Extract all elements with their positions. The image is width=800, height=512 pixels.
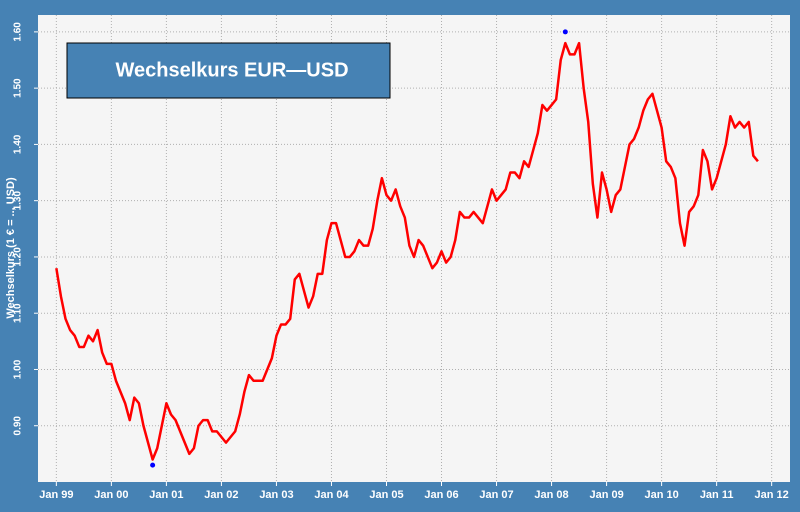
x-tick-label: Jan 03	[259, 489, 293, 501]
extreme-point	[562, 29, 568, 35]
exchange-rate-line	[55, 41, 759, 461]
y-tick-label: 1.30	[13, 191, 24, 211]
y-tick-label: 1.10	[13, 303, 24, 323]
extreme-point	[150, 462, 156, 468]
y-tick-label: 0.90	[13, 416, 24, 436]
x-tick-label: Jan 05	[369, 489, 403, 501]
layer: 0.90 1.00 1.10 1.20 1.30 1.40 1.50 1.60 Jan 99 Ja…	[13, 15, 790, 501]
y-tick-label: 1.20	[13, 247, 24, 267]
x-tick-label: Jan 99	[39, 489, 73, 501]
y-tick-label: 1.40	[13, 134, 24, 154]
y-tick-label: 1.50	[13, 78, 24, 98]
title-box	[66, 42, 391, 99]
x-tick-label: Jan 10	[644, 489, 678, 501]
x-tick-label: Jan 02	[204, 489, 238, 501]
x-tick-label: Jan 08	[534, 489, 568, 501]
y-tick-label: 1.00	[13, 359, 24, 379]
x-tick-label: Jan 12	[755, 489, 789, 501]
y-axis-label: Wechselkurs (1 € = ... USD)	[5, 177, 17, 319]
x-tick-label: Jan 09	[589, 489, 623, 501]
y-tick-label: 1.60	[13, 22, 24, 42]
x-tick-label: Jan 01	[149, 489, 183, 501]
x-tick-label: Jan 07	[479, 489, 513, 501]
x-tick-label: Jan 04	[314, 489, 349, 501]
chart-title: Wechselkurs EUR—USD	[115, 59, 348, 81]
x-tick-label: Jan 00	[94, 489, 128, 501]
x-tick-label: Jan 06	[424, 489, 458, 501]
x-tick-label: Jan 11	[700, 489, 734, 501]
